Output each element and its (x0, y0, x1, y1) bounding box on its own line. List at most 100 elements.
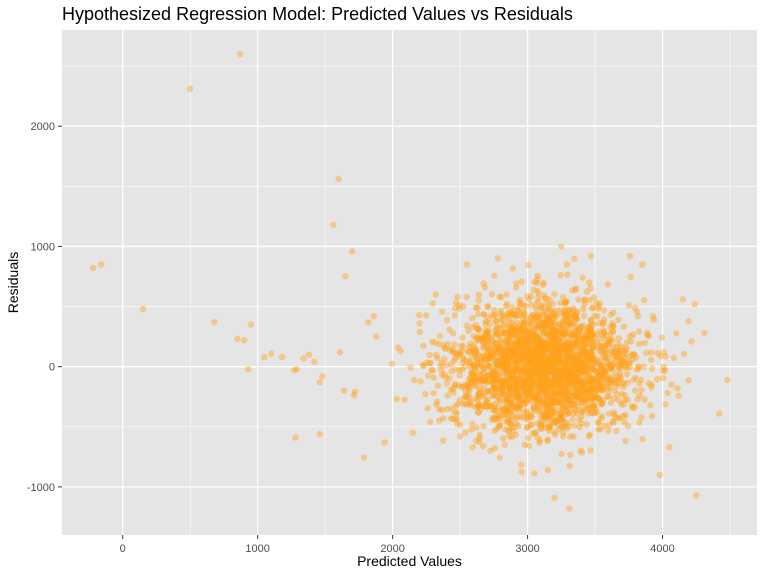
data-point (576, 416, 583, 423)
data-point (566, 397, 573, 405)
data-point (574, 390, 581, 398)
data-point (583, 351, 590, 358)
data-point (594, 378, 601, 386)
data-point (570, 405, 578, 413)
data-point (472, 437, 480, 444)
data-point (550, 316, 557, 323)
data-point (533, 279, 541, 287)
data-point (544, 393, 551, 400)
data-point (572, 313, 579, 321)
grid-major (62, 30, 757, 535)
data-point (595, 359, 602, 367)
data-point (535, 363, 543, 370)
data-point (531, 336, 538, 344)
data-point (585, 371, 593, 378)
data-point (555, 356, 562, 363)
data-point (492, 406, 499, 413)
data-point (494, 255, 502, 262)
data-point (416, 328, 423, 336)
data-point (496, 324, 504, 331)
data-point (492, 416, 500, 423)
data-point (540, 379, 547, 387)
data-point (640, 363, 647, 370)
data-point (483, 329, 491, 337)
data-point (620, 323, 628, 330)
data-point (544, 437, 551, 445)
data-point (530, 352, 537, 360)
data-point (528, 377, 535, 384)
data-point (565, 376, 573, 383)
data-point (520, 380, 528, 387)
data-point (564, 339, 572, 347)
data-point (539, 364, 546, 371)
data-point (590, 356, 597, 364)
data-point (370, 312, 377, 320)
data-point (485, 371, 492, 379)
data-point (536, 352, 543, 359)
data-point (443, 316, 451, 324)
data-point (553, 356, 560, 363)
data-point (524, 342, 532, 350)
data-point (582, 333, 590, 340)
data-point (563, 395, 570, 402)
data-point (550, 371, 557, 378)
data-point (468, 354, 475, 361)
data-point (465, 348, 472, 355)
data-point (523, 351, 530, 359)
data-point (517, 342, 525, 349)
data-point (612, 370, 619, 377)
data-point (484, 338, 492, 345)
y-tick-label: 1000 (31, 241, 55, 253)
data-point (551, 342, 559, 350)
data-point (536, 375, 544, 383)
data-point (526, 337, 533, 344)
data-point (557, 388, 564, 396)
data-point (547, 342, 554, 349)
data-point (513, 403, 520, 410)
data-point (556, 336, 563, 344)
data-point (553, 350, 561, 357)
data-point (644, 332, 652, 339)
data-point (491, 378, 498, 385)
data-point (486, 363, 494, 370)
data-point (525, 336, 533, 343)
data-point (587, 355, 594, 363)
data-point (579, 351, 587, 358)
data-point (568, 378, 575, 386)
data-point (514, 365, 522, 373)
data-point (512, 365, 520, 373)
data-point (545, 362, 553, 369)
data-point (520, 379, 527, 386)
data-point (518, 398, 526, 405)
data-point (491, 414, 499, 422)
data-point (606, 361, 613, 369)
data-point (569, 341, 577, 348)
data-point (560, 345, 567, 352)
data-point (543, 322, 551, 329)
data-point (554, 346, 562, 353)
data-point (537, 381, 544, 388)
data-point (547, 356, 554, 364)
x-tick-label: 2000 (380, 543, 404, 555)
data-point (624, 379, 632, 386)
data-point (497, 353, 505, 360)
data-point (530, 404, 537, 411)
data-point (466, 359, 473, 367)
data-point (547, 345, 555, 352)
data-point (548, 354, 556, 361)
data-point (513, 361, 520, 368)
data-point (600, 369, 608, 376)
data-point (615, 364, 622, 371)
data-point (514, 402, 521, 410)
data-point (520, 377, 527, 384)
data-point (564, 352, 572, 359)
data-point (577, 368, 585, 375)
data-point (567, 353, 575, 360)
data-point (593, 374, 601, 382)
data-point (476, 385, 484, 393)
data-point (503, 291, 510, 298)
data-point (463, 382, 470, 389)
data-point (487, 377, 494, 384)
data-point (645, 379, 652, 387)
